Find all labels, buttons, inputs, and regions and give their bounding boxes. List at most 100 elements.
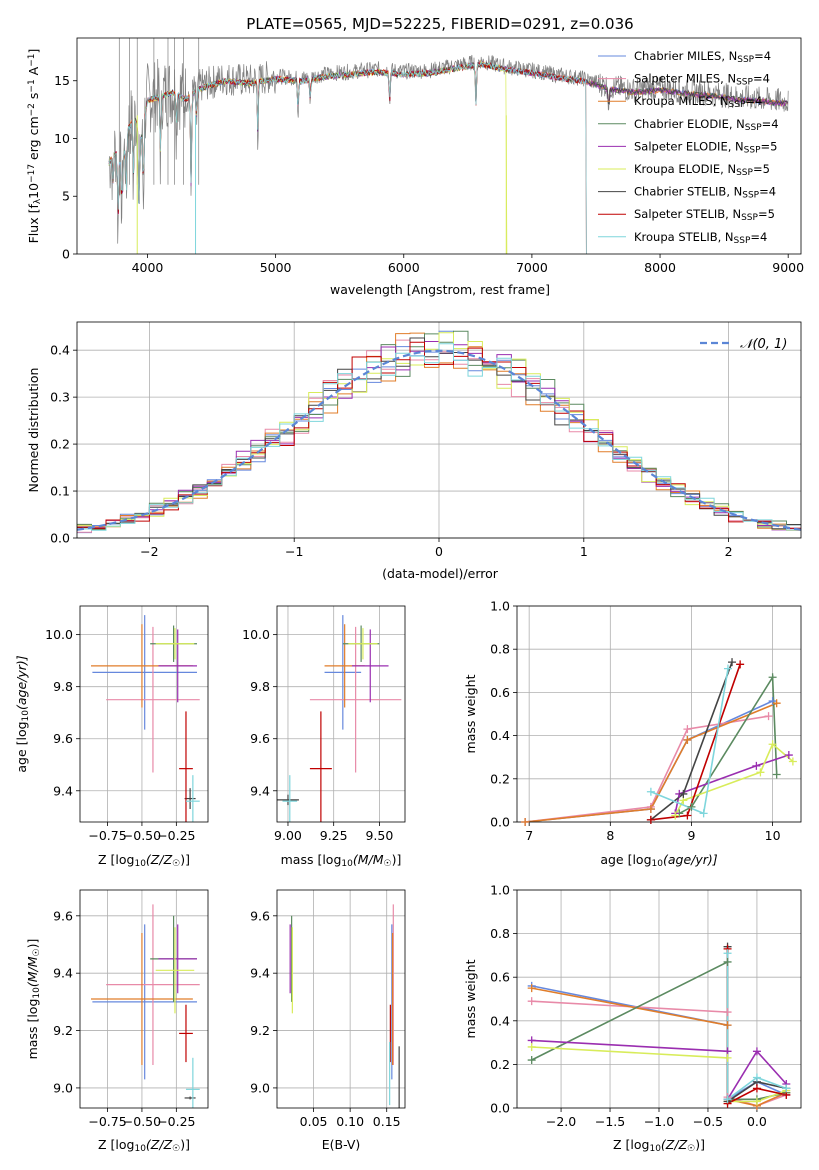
label-part: −1 (27, 79, 37, 92)
frame-mass_vs_Z (79, 889, 209, 1109)
label-part: (Z/Z (661, 1137, 688, 1152)
mass_vs_Z-ylabel: mass [log10(M/M☉)] (25, 939, 42, 1060)
weight-marker (723, 1021, 732, 1030)
label-part: SSP (744, 146, 761, 156)
label-part: −17 (27, 164, 37, 183)
residual-histogram (77, 343, 801, 531)
label-part: Chabrier STELIB, N (634, 185, 742, 199)
weight-marker (784, 751, 793, 760)
x-tick-label: 1 (580, 544, 588, 559)
label-part: ☉ (687, 1144, 695, 1154)
label-part: (M/M (25, 956, 40, 987)
axes-age_vs_mass: 9.00 9.25 9.50 9.4 9.6 9.8 10.0 (242, 605, 406, 843)
weight-marker (752, 761, 761, 770)
label-part: Salpeter MILES, N (634, 72, 736, 86)
weight-marker (723, 1095, 732, 1104)
x-tick-label: 9 (687, 828, 695, 843)
weight-line (525, 702, 778, 822)
x-tick-label: −0.5 (693, 1114, 723, 1129)
residuals-xlabel: (data-model)/error (382, 566, 499, 581)
y-tick-label: 0.3 (50, 390, 70, 405)
plot-area-residuals (77, 330, 801, 534)
residuals-ylabel: Normed distribution (26, 368, 41, 493)
weight_vs_Z-xlabel: Z [log10(Z/Z☉)] (613, 1137, 705, 1154)
y-tick-label: 0.4 (490, 1013, 510, 1028)
weight-marker (683, 811, 692, 820)
y-tick-label: 0.4 (50, 343, 70, 358)
y-tick-label: 9.6 (53, 908, 73, 923)
label-part: )] (695, 1137, 705, 1152)
label-part: 10 (21, 710, 31, 722)
axes-age_vs_Z: −0.75−0.50−0.25 9.4 9.6 9.8 10.0 (45, 605, 209, 843)
label-part: SSP (734, 236, 751, 246)
weight-line (650, 668, 729, 815)
weight-marker (723, 1053, 732, 1062)
label-part: =4 (753, 72, 770, 86)
label-part: )] (392, 852, 402, 867)
label-part: mass [log (281, 852, 342, 867)
y-tick-label: 9.2 (53, 1023, 73, 1038)
y-tick-label: 0.6 (490, 970, 510, 985)
x-tick-label: −2.0 (546, 1114, 576, 1129)
label-part: 10 (134, 859, 146, 869)
y-tick-label: 0.6 (490, 685, 510, 700)
weight-marker (521, 818, 530, 826)
y-tick-label: 10.0 (45, 627, 73, 642)
legend-label: Chabrier STELIB, NSSP=4 (634, 185, 776, 201)
x-tick-label: 9000 (772, 260, 804, 275)
frame-mass_vs_EBV (276, 889, 406, 1109)
weight-marker (527, 1042, 536, 1051)
label-part: λ (33, 198, 43, 204)
x-tick-label: 0.15 (373, 1114, 401, 1129)
y-tick-label: 0.2 (490, 1057, 510, 1072)
spectrum-xlabel: wavelength [Angstrom, rest frame] (330, 282, 550, 297)
weight-marker (723, 957, 732, 966)
label-part: =4 (759, 185, 776, 199)
label-part: Kroupa ELODIE, N (634, 162, 736, 176)
label-part: Flux [f (26, 204, 41, 244)
x-tick-label: 0.05 (300, 1114, 328, 1129)
weight-marker (646, 815, 655, 824)
weight-marker (752, 1073, 761, 1082)
y-tick-label: 9.0 (53, 1080, 73, 1095)
label-part: 10 (652, 859, 664, 869)
label-part: Salpeter ELODIE, N (634, 139, 744, 153)
label-part: (age/yr)] (14, 655, 29, 710)
x-tick-label: 2 (725, 544, 733, 559)
y-tick-label: 9.8 (53, 679, 73, 694)
y-tick-label: 0.0 (50, 531, 70, 546)
label-part: Chabrier MILES, N (634, 49, 737, 63)
weight-marker (782, 1084, 791, 1093)
x-tick-label: −2 (140, 544, 158, 559)
weight-marker (768, 697, 777, 706)
weight-line (525, 700, 773, 822)
x-tick-label: −0.75 (88, 828, 126, 843)
y-tick-label: 0 (62, 247, 70, 262)
y-tick-label: 0.4 (490, 728, 510, 743)
weight_vs_age-ylabel: mass weight (463, 674, 478, 753)
y-tick-label: 1.0 (490, 883, 510, 898)
normal-curve (77, 349, 801, 531)
figure-title: PLATE=0565, MJD=52225, FIBERID=0291, z=0… (246, 15, 633, 33)
y-tick-label: 15 (54, 73, 70, 88)
y-tick-label: 9.6 (250, 731, 270, 746)
label-part: 10 (26, 183, 41, 199)
x-tick-label: 0 (435, 544, 443, 559)
weight-marker (756, 768, 765, 777)
weight-marker (752, 1097, 761, 1106)
weight-marker (527, 984, 536, 993)
axes-mass_vs_EBV: 0.05 0.10 0.15 9.0 9.2 9.4 9.6 (250, 889, 406, 1129)
y-tick-label: 0.8 (490, 926, 510, 941)
y-tick-label: 9.0 (250, 1080, 270, 1095)
x-tick-label: −0.25 (157, 828, 195, 843)
label-part: ☉ (172, 859, 180, 869)
weight-marker (527, 997, 536, 1006)
label-part: SSP (737, 55, 754, 65)
label-part: SSP (729, 100, 746, 110)
residual-histogram (77, 332, 801, 531)
weight-marker (646, 787, 655, 796)
label-part: (M/M (353, 852, 384, 867)
frame-weight_vs_age (516, 605, 802, 823)
